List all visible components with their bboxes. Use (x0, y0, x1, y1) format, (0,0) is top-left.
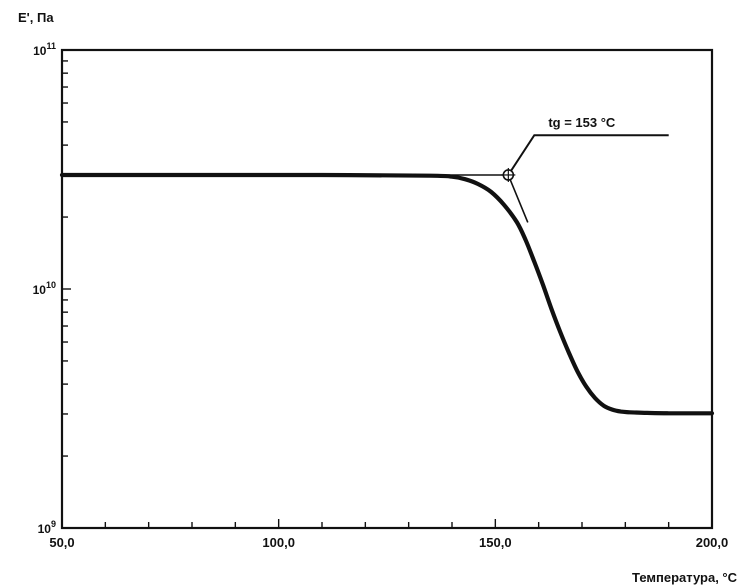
tangent-line (507, 174, 529, 223)
x-tick-label: 150,0 (479, 535, 512, 550)
storage-modulus-curve (59, 172, 715, 416)
y-axis-label: E', Па (18, 10, 54, 25)
x-tick-label: 200,0 (696, 535, 729, 550)
series-group (59, 172, 715, 416)
x-axis-label: Температура, °C (632, 570, 738, 585)
y-tick-label: 109 (38, 519, 56, 536)
x-tick-label: 50,0 (49, 535, 74, 550)
ticks: 50,0 100,0 150,0 200,0 109 1010 1011 (33, 41, 729, 550)
labels: E', Па Температура, °C (18, 10, 738, 585)
y-tick-label: 1011 (33, 41, 56, 58)
annotation-group: tg = 153 °C (501, 115, 669, 182)
tg-annotation-label: tg = 153 °C (548, 115, 616, 130)
tangent-lines (62, 174, 529, 223)
x-tick-label: 100,0 (262, 535, 295, 550)
y-tick-label: 1010 (33, 280, 56, 297)
annotation-leader (507, 134, 669, 176)
